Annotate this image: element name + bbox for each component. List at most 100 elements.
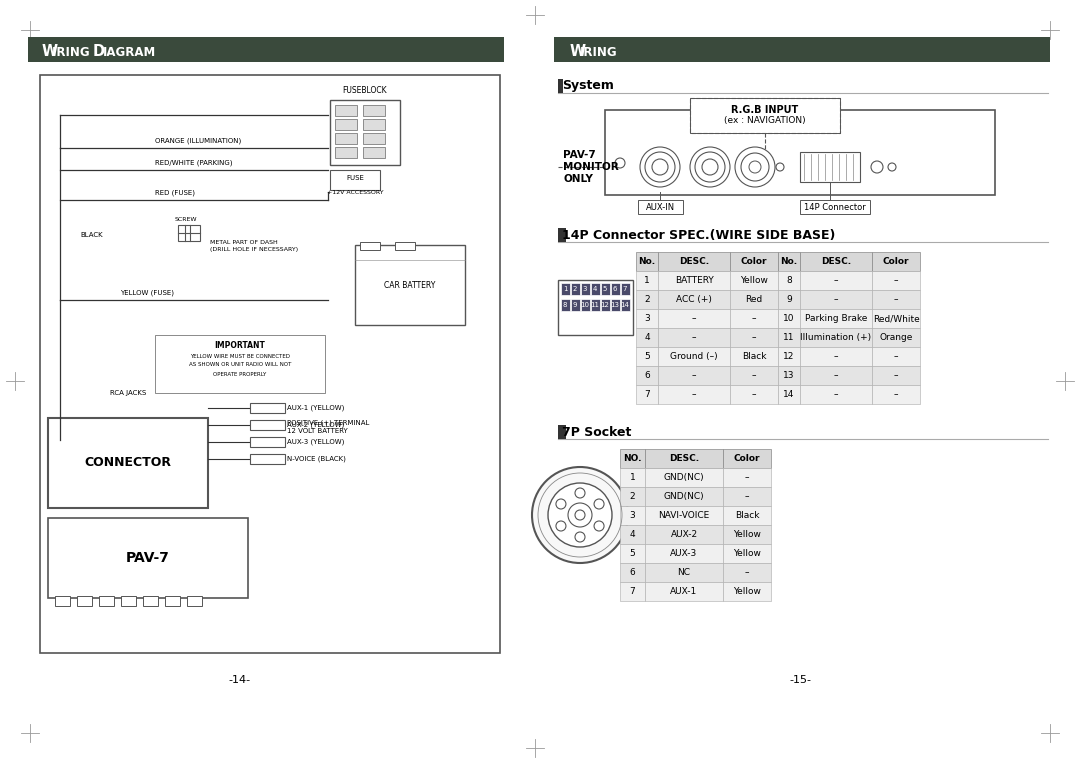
Text: NAVI-VOICE: NAVI-VOICE [659,511,710,520]
Text: 2: 2 [644,295,650,304]
Bar [723,506,771,525]
Bar [872,328,920,347]
Text: Yellow: Yellow [740,276,768,285]
Bar [558,79,563,93]
Bar [40,75,500,653]
Text: 14: 14 [783,390,795,399]
Text: -15-: -15- [789,675,811,685]
Bar [363,119,384,130]
Bar [872,271,920,290]
Text: 12: 12 [600,302,609,308]
Bar [730,385,778,404]
Text: 6: 6 [644,371,650,380]
Text: 7: 7 [644,390,650,399]
Text: 2: 2 [572,286,577,292]
Text: 9: 9 [572,302,577,308]
Bar [872,252,920,271]
Text: NC: NC [677,568,690,577]
Text: 8: 8 [563,302,567,308]
Bar [620,544,645,563]
Text: Color: Color [741,257,767,266]
Bar [330,100,400,165]
Text: 4: 4 [593,286,597,292]
Text: Illumination (+): Illumination (+) [800,333,872,342]
Bar [330,170,380,190]
Text: 5: 5 [630,549,635,558]
Bar [620,525,645,544]
Text: Yellow: Yellow [733,530,761,539]
Text: PAV-7: PAV-7 [563,150,596,160]
Bar [620,449,645,468]
Bar [335,119,357,130]
Text: IAGRAM: IAGRAM [103,47,157,60]
Bar [645,506,723,525]
Text: –: – [745,492,750,501]
Bar [778,252,800,271]
Bar [611,299,620,311]
Text: 3: 3 [630,511,635,520]
Text: Black: Black [734,511,759,520]
Bar [645,563,723,582]
Text: SCREW: SCREW [175,217,198,222]
Bar [800,152,860,182]
Text: 10: 10 [581,302,590,308]
Text: Parking Brake: Parking Brake [805,314,867,323]
Bar [658,385,730,404]
Bar [335,147,357,158]
Text: (DRILL HOLE IF NECESSARY): (DRILL HOLE IF NECESSARY) [210,247,298,252]
Bar [571,283,580,295]
Bar [636,252,658,271]
Text: CONNECTOR: CONNECTOR [84,456,172,469]
Text: No.: No. [638,257,656,266]
Bar [363,105,384,116]
Circle shape [750,161,761,173]
Bar [658,328,730,347]
Text: BLACK: BLACK [80,232,103,238]
Text: –: – [894,276,899,285]
Text: METAL PART OF DASH: METAL PART OF DASH [210,240,278,245]
Text: IRING: IRING [580,47,618,60]
Bar [800,271,872,290]
Circle shape [615,158,625,168]
Bar [658,309,730,328]
Bar [636,271,658,290]
Bar [561,283,570,295]
Bar [658,347,730,366]
Bar [723,582,771,601]
Text: 13: 13 [610,302,620,308]
Bar [778,271,800,290]
Bar [99,596,114,606]
Circle shape [556,499,566,509]
Text: 13: 13 [783,371,795,380]
Text: ONLY: ONLY [563,174,593,184]
Bar [571,299,580,311]
Bar [778,290,800,309]
Bar [605,110,995,195]
Text: FUSE: FUSE [346,175,364,181]
Text: System: System [562,79,613,92]
Bar [558,425,566,439]
Text: YELLOW WIRE MUST BE CONNECTED: YELLOW WIRE MUST BE CONNECTED [190,353,291,359]
Text: 14P Connector SPEC.(WIRE SIDE BASE): 14P Connector SPEC.(WIRE SIDE BASE) [562,228,835,242]
Bar [363,133,384,144]
Bar [249,454,285,464]
Text: –: – [894,371,899,380]
Text: –: – [834,295,838,304]
Circle shape [575,488,585,498]
Text: Color: Color [733,454,760,463]
Text: –: – [834,352,838,361]
Text: 7: 7 [623,286,627,292]
Bar [645,487,723,506]
Text: NO.: NO. [623,454,642,463]
Bar [28,37,504,62]
Text: OPERATE PROPERLY: OPERATE PROPERLY [214,372,267,376]
Text: AUX-3: AUX-3 [671,549,698,558]
Bar [778,328,800,347]
Bar [121,596,136,606]
Circle shape [777,163,784,171]
Bar [638,200,683,214]
Circle shape [652,159,669,175]
Text: Red: Red [745,295,762,304]
Text: 7P Socket: 7P Socket [562,426,632,439]
Text: (ex : NAVIGATION): (ex : NAVIGATION) [725,117,806,125]
